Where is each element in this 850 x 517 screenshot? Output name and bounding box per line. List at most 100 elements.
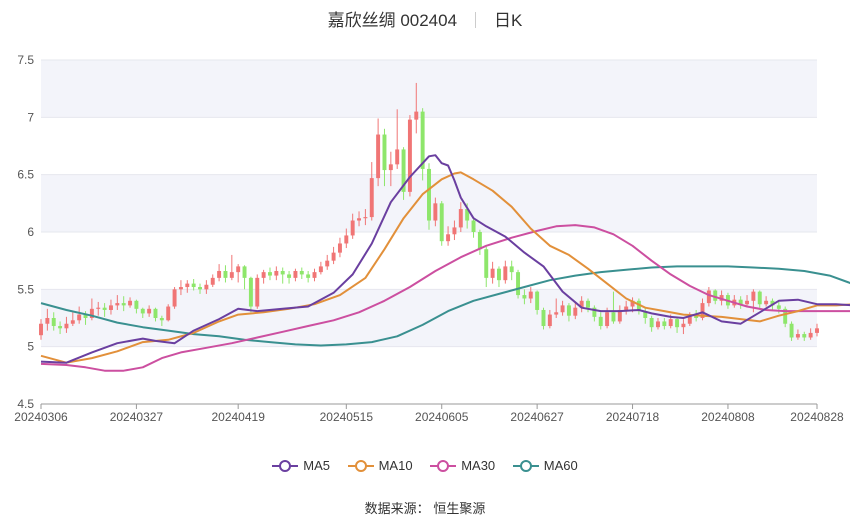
candle-body xyxy=(242,266,247,278)
candle-body xyxy=(547,314,552,327)
candle-body xyxy=(643,311,648,318)
candle-body xyxy=(764,300,769,305)
ma30-line xyxy=(40,224,850,372)
candle-body xyxy=(789,323,794,338)
candle xyxy=(166,304,171,322)
candle xyxy=(229,254,234,281)
candle-body xyxy=(64,323,69,329)
x-axis: 20240306 20240327 20240419 20240515 20240605… xyxy=(14,403,844,424)
candle xyxy=(490,261,495,284)
candle xyxy=(617,305,622,324)
candle-body xyxy=(344,235,349,244)
candle-body xyxy=(624,306,629,310)
y-tick-label: 5.5 xyxy=(17,282,34,296)
legend-ma30[interactable]: MA30 xyxy=(430,458,495,473)
candle-body xyxy=(751,291,756,301)
candle xyxy=(611,291,616,324)
candle xyxy=(484,246,489,288)
candle xyxy=(280,267,285,284)
ma5-line xyxy=(40,154,850,364)
moving-average-lines xyxy=(40,154,850,372)
candle-body xyxy=(427,168,431,221)
candle-body xyxy=(147,308,152,314)
candle xyxy=(204,280,209,294)
candle xyxy=(579,296,584,313)
candle-body xyxy=(134,300,139,309)
candle xyxy=(433,197,438,227)
candle-body xyxy=(433,203,438,221)
candle xyxy=(764,296,769,307)
candle xyxy=(541,307,546,330)
x-tick-label: 20240327 xyxy=(110,410,164,424)
candle xyxy=(401,147,406,200)
background-band xyxy=(41,289,817,347)
candle xyxy=(147,305,152,317)
candle xyxy=(325,254,330,270)
legend-ma10[interactable]: MA10 xyxy=(347,458,413,473)
candle xyxy=(45,308,50,331)
candle-body xyxy=(535,291,540,310)
candle xyxy=(636,298,641,315)
candle xyxy=(745,295,750,307)
candle xyxy=(452,220,457,241)
candle xyxy=(808,328,813,340)
candle xyxy=(172,287,177,309)
candle-body xyxy=(268,272,272,276)
candle xyxy=(535,290,540,315)
x-tick-label: 20240828 xyxy=(790,410,844,424)
candle-body xyxy=(503,266,508,281)
candle-body xyxy=(420,111,425,169)
candle-body xyxy=(140,308,145,314)
candle-body xyxy=(229,272,234,278)
candle-body xyxy=(573,307,578,316)
title-separator xyxy=(475,12,477,28)
candle-body xyxy=(388,164,393,171)
candle-body xyxy=(605,312,610,327)
candle-body xyxy=(369,178,374,218)
candle-body xyxy=(89,308,94,318)
background-band xyxy=(41,232,817,290)
candle xyxy=(427,163,431,230)
candle xyxy=(395,109,400,169)
candle xyxy=(185,280,190,293)
legend-ma30-label: MA30 xyxy=(461,458,496,473)
candle-body xyxy=(484,249,489,278)
candle xyxy=(331,246,336,265)
candle-body xyxy=(350,220,355,236)
candle-body xyxy=(255,277,260,307)
candle xyxy=(70,312,75,327)
candle-body xyxy=(636,300,641,312)
candle xyxy=(503,260,508,284)
candle-body xyxy=(700,303,705,318)
candle xyxy=(446,226,451,246)
candle-body xyxy=(452,227,457,235)
x-tick-label: 20240605 xyxy=(415,410,469,424)
candle-body xyxy=(185,283,190,288)
candle xyxy=(159,315,164,327)
y-axis-ticks: 4.5 5 5.5 6 6.5 7 7.5 xyxy=(17,53,34,411)
candle xyxy=(516,269,521,299)
candle-body xyxy=(51,318,56,327)
candle-body xyxy=(318,266,323,273)
candle xyxy=(287,270,292,284)
candle xyxy=(121,296,126,312)
candle xyxy=(789,321,794,341)
candle xyxy=(554,298,559,318)
candle-body xyxy=(681,323,686,328)
candle-body xyxy=(566,305,571,316)
candle-body xyxy=(541,309,546,327)
legend-ma60[interactable]: MA60 xyxy=(512,458,578,473)
candle xyxy=(458,202,463,232)
candle xyxy=(115,295,120,310)
candle-body xyxy=(783,308,788,324)
candle xyxy=(357,211,362,227)
candle xyxy=(573,303,578,320)
candle-body xyxy=(490,268,495,278)
candle-body xyxy=(210,277,215,285)
candle-body xyxy=(287,274,292,278)
candle-body xyxy=(153,308,158,318)
legend-ma5[interactable]: MA5 xyxy=(272,458,330,473)
candle-body xyxy=(128,300,133,306)
candle xyxy=(96,301,101,316)
x-tick-label: 20240808 xyxy=(701,410,755,424)
